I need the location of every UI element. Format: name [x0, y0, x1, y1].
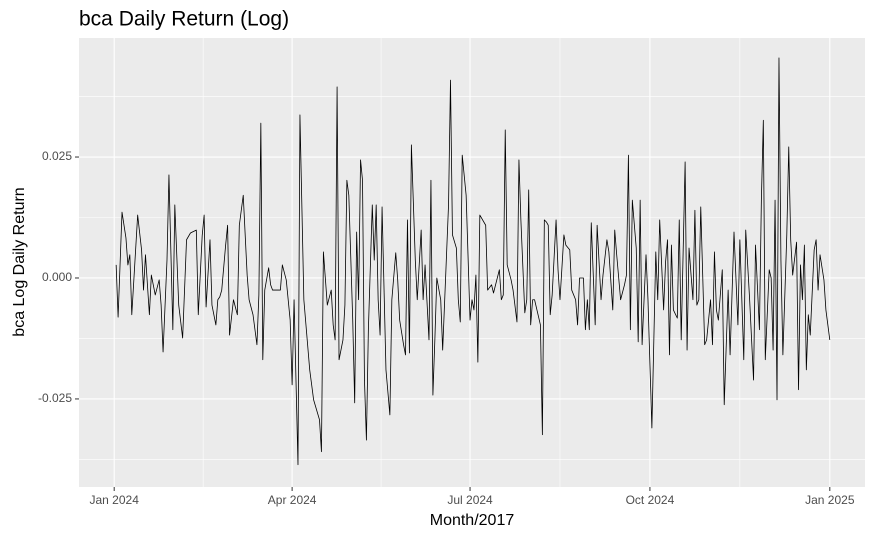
line [115, 57, 831, 466]
plot [115, 57, 831, 466]
chart-title: bca Daily Return (Log) [79, 8, 289, 31]
grid [79, 38, 865, 487]
panel [79, 38, 865, 487]
x-tick-label: Jul 2024 [447, 493, 493, 507]
y-tick-label: -0.025 [38, 391, 72, 405]
x-tick-label: Jan 2024 [89, 493, 139, 507]
x-tick-label: Jan 2025 [805, 493, 855, 507]
y-tick-label: 0.000 [42, 270, 72, 284]
x-tick-label: Oct 2024 [626, 493, 675, 507]
x-tick-label: Apr 2024 [268, 493, 317, 507]
x-axis-title: Month/2017 [430, 512, 515, 529]
y-axis-title: bca Log Daily Return [11, 187, 28, 336]
y-tick-label: 0.025 [42, 149, 72, 163]
